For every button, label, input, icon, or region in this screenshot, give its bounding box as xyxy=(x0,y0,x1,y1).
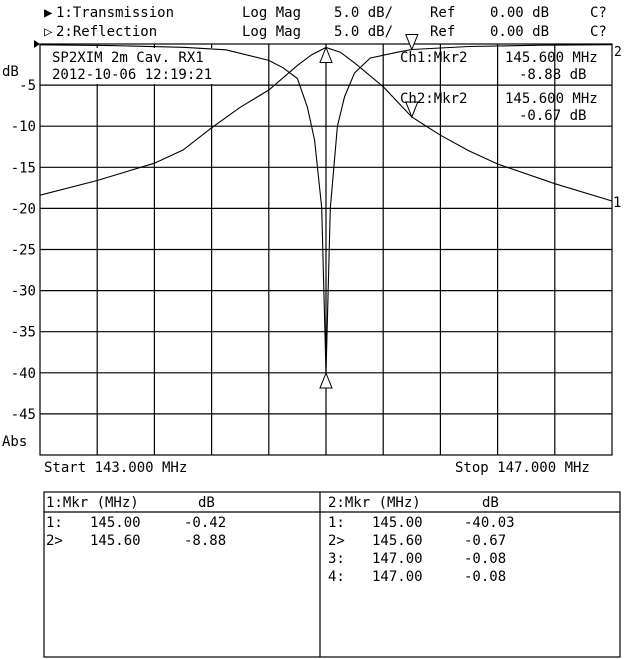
marker-row-db: -0.67 xyxy=(464,533,506,549)
ch2-scale: 5.0 dB/ xyxy=(334,24,393,40)
y-tick-label: -40 xyxy=(11,366,36,382)
ch1-ref-label: Ref xyxy=(430,5,455,21)
ch1-label: 1:Transmission xyxy=(56,5,174,21)
marker-readout: Ch1:Mkr2 145.600 MHz -8.88 dB Ch2:Mkr2 1… xyxy=(400,50,598,124)
marker-row-freq: 145.00 xyxy=(90,515,141,531)
marker-row-db: -0.42 xyxy=(184,515,226,531)
table1-header-db: dB xyxy=(198,495,215,511)
y-axis-mode: Abs xyxy=(2,434,27,450)
stop-frequency: Stop 147.000 MHz xyxy=(455,460,590,476)
marker-row-db: -0.08 xyxy=(464,569,506,585)
y-tick-label: -30 xyxy=(11,284,36,300)
trace-2-end-label: 2 xyxy=(614,45,622,60)
ch1-ref: 0.00 dB xyxy=(490,5,549,21)
marker-2-1-triangle[interactable] xyxy=(319,371,333,389)
start-frequency: Start 143.000 MHz xyxy=(44,460,187,476)
marker-2-2-triangle[interactable] xyxy=(405,34,419,51)
trace-1-end-label: 1 xyxy=(613,195,621,211)
annotation-box: SP2XIM 2m Cav. RX1 2012-10-06 12:19:21 xyxy=(44,48,244,84)
ch1-scale: 5.0 dB/ xyxy=(334,5,393,21)
marker-row-id: 3: xyxy=(328,551,345,567)
marker-row-freq: 147.00 xyxy=(372,551,423,567)
table2-header-mkr: 2:Mkr (MHz) xyxy=(328,495,421,511)
marker-row-freq: 145.60 xyxy=(372,533,423,549)
y-axis-unit: dB xyxy=(2,64,19,80)
marker-1-1-triangle[interactable] xyxy=(319,46,333,63)
ch2-format: Log Mag xyxy=(242,24,301,40)
ch1-format: Log Mag xyxy=(242,5,301,21)
ch1-marker-label: Ch1:Mkr2 xyxy=(400,50,467,66)
ch2-cal: C? xyxy=(590,24,607,40)
ch2-ref: 0.00 dB xyxy=(490,24,549,40)
markers xyxy=(319,34,419,389)
marker-row-freq: 145.00 xyxy=(372,515,423,531)
ch1-cal: C? xyxy=(590,5,607,21)
y-tick-label: -25 xyxy=(11,243,36,259)
ch2-ref-label: Ref xyxy=(430,24,455,40)
marker-row-db: -0.08 xyxy=(464,551,506,567)
table2-header-db: dB xyxy=(482,495,499,511)
y-tick-label: -35 xyxy=(11,325,36,341)
reference-level-pointer xyxy=(34,40,40,48)
ch2-label: 2:Reflection xyxy=(56,24,157,40)
ch2-marker: ▷ xyxy=(44,24,53,40)
ch2-marker-value: -0.67 dB xyxy=(519,108,586,124)
y-axis-labels: dB Abs -5 -10 -15 -20 -25 -30 -35 -40 -45 xyxy=(2,64,36,450)
marker-row-id: 1: xyxy=(46,515,63,531)
marker-row-id: 2> xyxy=(328,533,345,549)
marker-1-2-triangle[interactable] xyxy=(405,101,419,119)
ch1-marker-freq: 145.600 MHz xyxy=(505,50,598,66)
plot-grid xyxy=(39,43,613,456)
marker-row-db: -40.03 xyxy=(464,515,515,531)
ch1-active-marker: ▶ xyxy=(44,5,53,21)
y-tick-label: -20 xyxy=(11,201,36,217)
measurement-datetime: 2012-10-06 12:19:21 xyxy=(52,67,212,83)
marker-row-id: 4: xyxy=(328,569,345,585)
ch2-marker-freq: 145.600 MHz xyxy=(505,91,598,107)
table1-header-mkr: 1:Mkr (MHz) xyxy=(46,495,139,511)
marker-row-freq: 145.60 xyxy=(90,533,141,549)
y-tick-label: -10 xyxy=(11,119,36,135)
ch1-marker-value: -8.88 dB xyxy=(519,67,586,83)
marker-row-db: -8.88 xyxy=(184,533,226,549)
marker-row-id: 2> xyxy=(46,533,63,549)
marker-row-freq: 147.00 xyxy=(372,569,423,585)
y-tick-label: -15 xyxy=(11,160,36,176)
channel-header: ▶ 1:Transmission Log Mag 5.0 dB/ Ref 0.0… xyxy=(44,5,607,40)
y-tick-label: -45 xyxy=(11,407,36,423)
marker-tables: 1:Mkr (MHz) dB 2:Mkr (MHz) dB 1: 145.00 -0… xyxy=(43,491,621,658)
ch2-marker-label: Ch2:Mkr2 xyxy=(400,91,467,107)
measurement-title: SP2XIM 2m Cav. RX1 xyxy=(52,50,204,66)
y-tick-label: -5 xyxy=(19,78,36,94)
marker-row-id: 1: xyxy=(328,515,345,531)
